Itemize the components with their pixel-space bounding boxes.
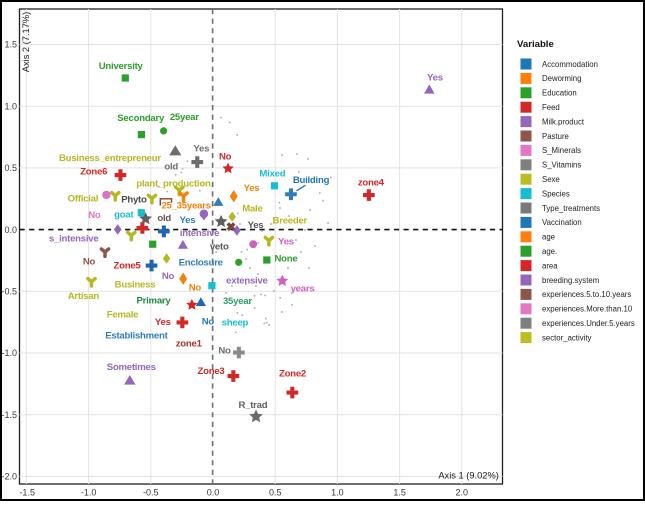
svg-text:-1.5: -1.5 bbox=[1, 410, 17, 420]
svg-text:Yes: Yes bbox=[180, 215, 196, 226]
svg-text:Zone5: Zone5 bbox=[113, 261, 141, 272]
svg-text:No: No bbox=[162, 271, 175, 282]
svg-text:Zone3: Zone3 bbox=[197, 366, 224, 377]
svg-text:Enclosure: Enclosure bbox=[179, 258, 223, 269]
svg-text:old: old bbox=[157, 213, 171, 224]
svg-text:1.0: 1.0 bbox=[4, 101, 17, 111]
svg-text:experiences.More.than.10: experiences.More.than.10 bbox=[542, 305, 633, 314]
svg-text:Official: Official bbox=[68, 193, 99, 204]
svg-text:1.0: 1.0 bbox=[331, 488, 344, 498]
svg-text:experiences.5.to.10.years: experiences.5.to.10.years bbox=[542, 290, 631, 299]
svg-text:Yes: Yes bbox=[278, 237, 294, 248]
svg-text:Business_entrepreneur: Business_entrepreneur bbox=[59, 153, 161, 164]
svg-text:Species: Species bbox=[542, 189, 570, 198]
svg-text:Type_treatments: Type_treatments bbox=[542, 204, 600, 213]
svg-text:Yes: Yes bbox=[155, 317, 171, 328]
svg-text:Zone2: Zone2 bbox=[279, 369, 306, 380]
svg-text:plant_production: plant_production bbox=[136, 178, 211, 189]
svg-text:No: No bbox=[202, 317, 215, 328]
svg-text:-0.5: -0.5 bbox=[143, 488, 159, 498]
svg-text:Yes: Yes bbox=[244, 183, 260, 194]
svg-text:goat: goat bbox=[114, 209, 134, 220]
svg-text:-1.0: -1.0 bbox=[1, 348, 17, 358]
svg-text:Variable: Variable bbox=[517, 39, 554, 50]
svg-text:Female: Female bbox=[107, 310, 139, 321]
svg-text:Pasture: Pasture bbox=[542, 132, 569, 141]
svg-text:35year: 35year bbox=[223, 296, 252, 307]
svg-text:-2.0: -2.0 bbox=[1, 472, 17, 482]
svg-text:2.0: 2.0 bbox=[456, 488, 469, 498]
svg-text:25_35years: 25_35years bbox=[161, 200, 210, 211]
svg-text:experiences.Under.5.years: experiences.Under.5.years bbox=[542, 319, 635, 328]
svg-text:Establishment: Establishment bbox=[105, 331, 168, 342]
svg-text:S_Vitamins: S_Vitamins bbox=[542, 161, 581, 170]
svg-text:intensive: intensive bbox=[180, 228, 219, 239]
svg-text:Axis 1 (9.02%): Axis 1 (9.02%) bbox=[438, 470, 498, 480]
svg-text:Breeder: Breeder bbox=[273, 216, 308, 227]
svg-text:University: University bbox=[99, 61, 144, 72]
svg-text:Secondary: Secondary bbox=[117, 113, 165, 124]
svg-text:extensive: extensive bbox=[226, 276, 267, 287]
svg-text:0.5: 0.5 bbox=[269, 488, 282, 498]
svg-text:breeding.system: breeding.system bbox=[542, 276, 599, 285]
svg-text:R_trad: R_trad bbox=[238, 400, 267, 411]
svg-text:-1.5: -1.5 bbox=[19, 488, 35, 498]
svg-text:Phyto: Phyto bbox=[121, 194, 147, 205]
svg-text:Artisan: Artisan bbox=[68, 291, 100, 302]
svg-text:S_Minerals: S_Minerals bbox=[542, 146, 581, 155]
svg-text:Male: Male bbox=[242, 204, 262, 215]
svg-text:Accommodation: Accommodation bbox=[542, 60, 598, 69]
svg-text:No: No bbox=[218, 345, 231, 356]
svg-text:Sexe: Sexe bbox=[542, 175, 560, 184]
svg-text:0.0: 0.0 bbox=[207, 488, 220, 498]
svg-text:Yes: Yes bbox=[427, 72, 443, 83]
svg-text:Education: Education bbox=[542, 89, 577, 98]
svg-text:0.0: 0.0 bbox=[4, 225, 17, 235]
svg-text:sheep: sheep bbox=[222, 317, 249, 328]
svg-text:-0.5: -0.5 bbox=[1, 287, 17, 297]
svg-text:Business: Business bbox=[115, 280, 156, 291]
svg-text:area: area bbox=[542, 261, 558, 270]
svg-text:None: None bbox=[275, 254, 298, 265]
svg-text:old: old bbox=[164, 162, 178, 173]
svg-text:zone1: zone1 bbox=[176, 338, 203, 349]
svg-text:No: No bbox=[189, 283, 202, 294]
svg-text:s_intensive: s_intensive bbox=[49, 233, 99, 244]
svg-text:age: age bbox=[542, 233, 555, 242]
svg-text:No: No bbox=[88, 210, 101, 221]
svg-text:No: No bbox=[83, 257, 96, 268]
svg-text:Milk.product: Milk.product bbox=[542, 117, 585, 126]
svg-text:Mixed: Mixed bbox=[259, 168, 285, 179]
svg-text:Zone6: Zone6 bbox=[80, 167, 107, 178]
svg-text:Building: Building bbox=[293, 175, 330, 186]
svg-text:Vaccination: Vaccination bbox=[542, 218, 582, 227]
svg-text:1.5: 1.5 bbox=[393, 488, 406, 498]
svg-text:years: years bbox=[291, 284, 315, 295]
svg-text:Yes: Yes bbox=[193, 144, 209, 155]
svg-text:zone4: zone4 bbox=[358, 178, 385, 189]
svg-text:No: No bbox=[219, 151, 232, 162]
svg-text:-1.0: -1.0 bbox=[81, 488, 97, 498]
svg-text:1.5: 1.5 bbox=[4, 40, 17, 50]
svg-text:Yes: Yes bbox=[248, 220, 264, 231]
svg-text:Primary: Primary bbox=[137, 296, 172, 307]
svg-text:25year: 25year bbox=[170, 112, 199, 123]
svg-text:age.: age. bbox=[542, 247, 557, 256]
svg-text:Axis 2 (7.17%): Axis 2 (7.17%) bbox=[21, 12, 31, 72]
svg-text:0.5: 0.5 bbox=[4, 163, 17, 173]
svg-text:veto: veto bbox=[210, 241, 229, 252]
svg-text:Feed: Feed bbox=[542, 103, 560, 112]
svg-text:Deworming: Deworming bbox=[542, 74, 581, 83]
svg-text:Sometimes: Sometimes bbox=[107, 362, 156, 373]
svg-text:sector_activity: sector_activity bbox=[542, 333, 591, 342]
